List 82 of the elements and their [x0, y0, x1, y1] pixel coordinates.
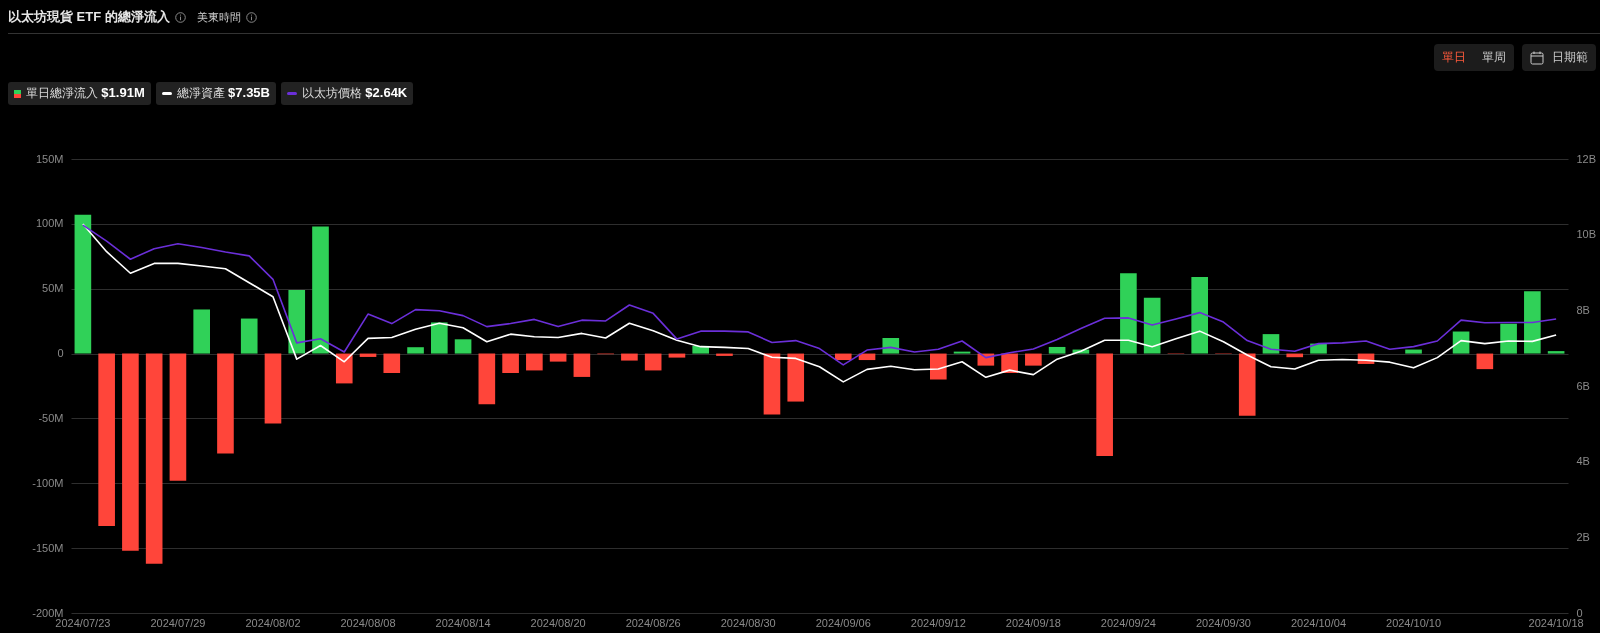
bar: [335, 353, 353, 384]
bar: [1547, 351, 1565, 354]
x-tick-label: 2024/07/23: [55, 616, 111, 629]
bar: [502, 353, 519, 374]
x-tick-label: 2024/07/29: [150, 616, 206, 629]
x-tick-label: 2024/08/20: [530, 616, 586, 629]
bar: [621, 353, 638, 361]
y2-tick-label: 0: [1576, 606, 1583, 619]
bar: [430, 322, 448, 354]
x-tick-label: 2024/08/08: [340, 616, 396, 629]
y2-tick-label: 2B: [1576, 530, 1590, 543]
bar: [240, 318, 258, 354]
x-tick-label: 2024/08/02: [245, 616, 301, 629]
y-tick-label: -200M: [32, 606, 64, 619]
bar: [1476, 353, 1494, 370]
y-tick-label: 150M: [35, 152, 64, 165]
chart-subtitle: 美東時間: [196, 9, 241, 25]
bar: [1048, 346, 1066, 354]
text: 日期範: [1552, 49, 1588, 66]
text: 單周: [1482, 49, 1506, 66]
bar: [1191, 277, 1209, 354]
bar: [549, 353, 567, 362]
bar: [526, 353, 543, 371]
y-tick-label: 100M: [35, 217, 64, 230]
x-tick-label: 2024/08/26: [625, 616, 681, 629]
bar: [644, 353, 662, 371]
bar: [1524, 291, 1541, 354]
bar: [573, 353, 591, 377]
x-tick-label: 2024/09/30: [1195, 616, 1251, 629]
y2-tick-label: 12B: [1576, 152, 1597, 165]
y2-tick-label: 4B: [1576, 455, 1590, 468]
bar: [1143, 297, 1161, 354]
bar: [264, 353, 282, 424]
bar: [1001, 353, 1018, 374]
bar: [383, 353, 401, 374]
text: 單日: [1442, 49, 1466, 66]
bar: [834, 353, 852, 361]
bar: [1310, 343, 1327, 354]
y-tick-label: -150M: [32, 541, 64, 554]
y2-tick-label: 6B: [1576, 379, 1590, 392]
y-tick-label: -50M: [38, 411, 64, 424]
bar: [217, 353, 234, 454]
x-tick-label: 2024/09/24: [1100, 616, 1156, 629]
x-tick-label: 2024/08/14: [435, 616, 491, 629]
bar: [1405, 349, 1422, 354]
y2-tick-label: 10B: [1576, 228, 1597, 241]
legend-label: 以太坊價格 $2.64K: [301, 85, 408, 102]
x-tick-label: 2024/09/06: [815, 616, 871, 629]
y-tick-label: 0: [57, 347, 64, 360]
y-tick-label: -100M: [32, 476, 64, 489]
bar: [145, 353, 163, 564]
bar: [1262, 334, 1280, 354]
bar: [478, 353, 496, 405]
bar: [312, 226, 329, 354]
bar: [763, 353, 781, 415]
bar: [288, 290, 306, 354]
bar: [1238, 353, 1256, 416]
x-tick-label: 2024/10/10: [1386, 616, 1442, 629]
bar: [1096, 353, 1113, 457]
legend-label: 總淨資產 $7.35B: [176, 85, 270, 102]
y-tick-label: 50M: [42, 282, 64, 295]
chart-title: 以太坊現貨 ETF 的總淨流入: [8, 8, 170, 26]
bar: [454, 339, 472, 354]
x-tick-label: 2024/10/04: [1290, 616, 1347, 629]
bar: [929, 353, 947, 380]
y2-tick-label: 8B: [1576, 303, 1590, 316]
bar: [1500, 323, 1517, 354]
bar: [1120, 273, 1137, 354]
x-tick-label: 2024/09/12: [910, 616, 966, 629]
bar: [407, 347, 424, 354]
bar: [98, 353, 115, 527]
bar: [193, 309, 211, 354]
bar: [668, 353, 686, 358]
bar: [169, 353, 187, 481]
x-tick-label: 2024/08/30: [720, 616, 776, 629]
bar: [787, 353, 805, 402]
x-tick-label: 2024/10/18: [1528, 616, 1584, 629]
x-tick-label: 2024/09/18: [1005, 616, 1061, 629]
bar: [122, 353, 139, 551]
bar: [1025, 353, 1042, 366]
legend-label: 單日總淨流入 $1.91M: [26, 85, 145, 102]
bar: [74, 214, 92, 354]
